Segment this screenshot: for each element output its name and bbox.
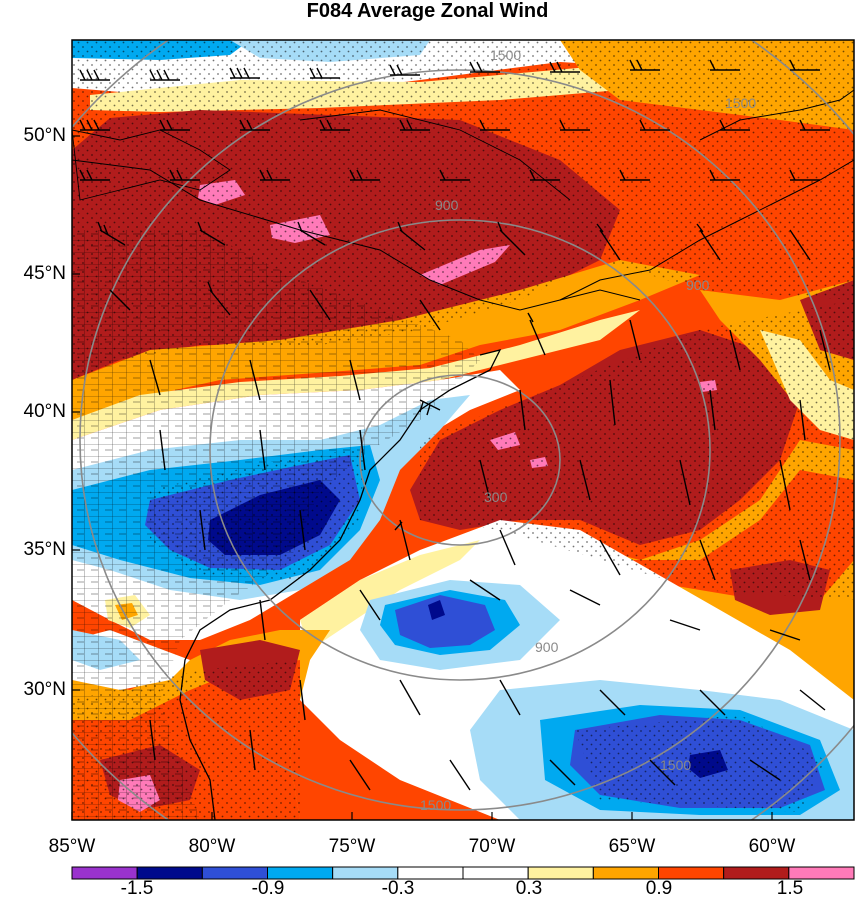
contour-label: 900 — [535, 639, 559, 655]
lon-label-75w: 75°W — [328, 836, 376, 857]
lon-label-70w: 70°W — [468, 836, 516, 857]
contour-labels: 1500 1500 900 900 300 900 1500 1500 — [420, 47, 756, 813]
colorbar-label: 0.3 — [515, 878, 543, 899]
map-frame — [71, 39, 855, 821]
colorbar — [71, 866, 855, 880]
lat-label-40n: 40°N — [23, 401, 66, 422]
contour-label: 300 — [484, 489, 508, 505]
contour-label: 900 — [686, 277, 710, 293]
lon-label-80w: 80°W — [188, 836, 236, 857]
great-lakes — [72, 129, 231, 201]
colorbar-label: -0.3 — [381, 878, 415, 899]
lon-label-85w: 85°W — [48, 836, 96, 857]
newfoundland-coast — [699, 89, 854, 141]
us-coastline — [179, 349, 502, 820]
axis-ticks — [71, 135, 773, 820]
colorbar-label: -0.9 — [251, 878, 285, 899]
lon-label-60w: 60°W — [748, 836, 796, 857]
stipple-south-blue — [575, 715, 825, 812]
lat-label-35n: 35°N — [23, 539, 66, 560]
south-navy — [428, 600, 445, 620]
contour-label: 1500 — [490, 47, 521, 63]
colorbar-label: -1.5 — [120, 878, 154, 899]
lat-label-50n: 50°N — [23, 125, 66, 146]
contour-label: 900 — [435, 197, 459, 213]
south-royal-blue — [395, 595, 495, 648]
map-title: F084 Average Zonal Wind — [306, 0, 549, 22]
colorbar-label: 1.5 — [776, 878, 804, 899]
county-grid — [72, 230, 480, 820]
lat-label-45n: 45°N — [23, 263, 66, 284]
lon-label-65w: 65°W — [608, 836, 656, 857]
lat-label-30n: 30°N — [23, 679, 66, 700]
stipple-east — [420, 300, 854, 600]
contour-label: 1500 — [420, 797, 451, 813]
st-lawrence — [299, 109, 571, 201]
colorbar-label: 0.9 — [645, 878, 673, 899]
canada-border — [72, 159, 641, 311]
colorbar-swatch — [788, 866, 855, 880]
contour-label: 1500 — [660, 757, 691, 773]
maritimes-coast — [559, 159, 854, 301]
wind-barbs — [79, 59, 831, 791]
contour-label: 1500 — [725, 95, 756, 111]
